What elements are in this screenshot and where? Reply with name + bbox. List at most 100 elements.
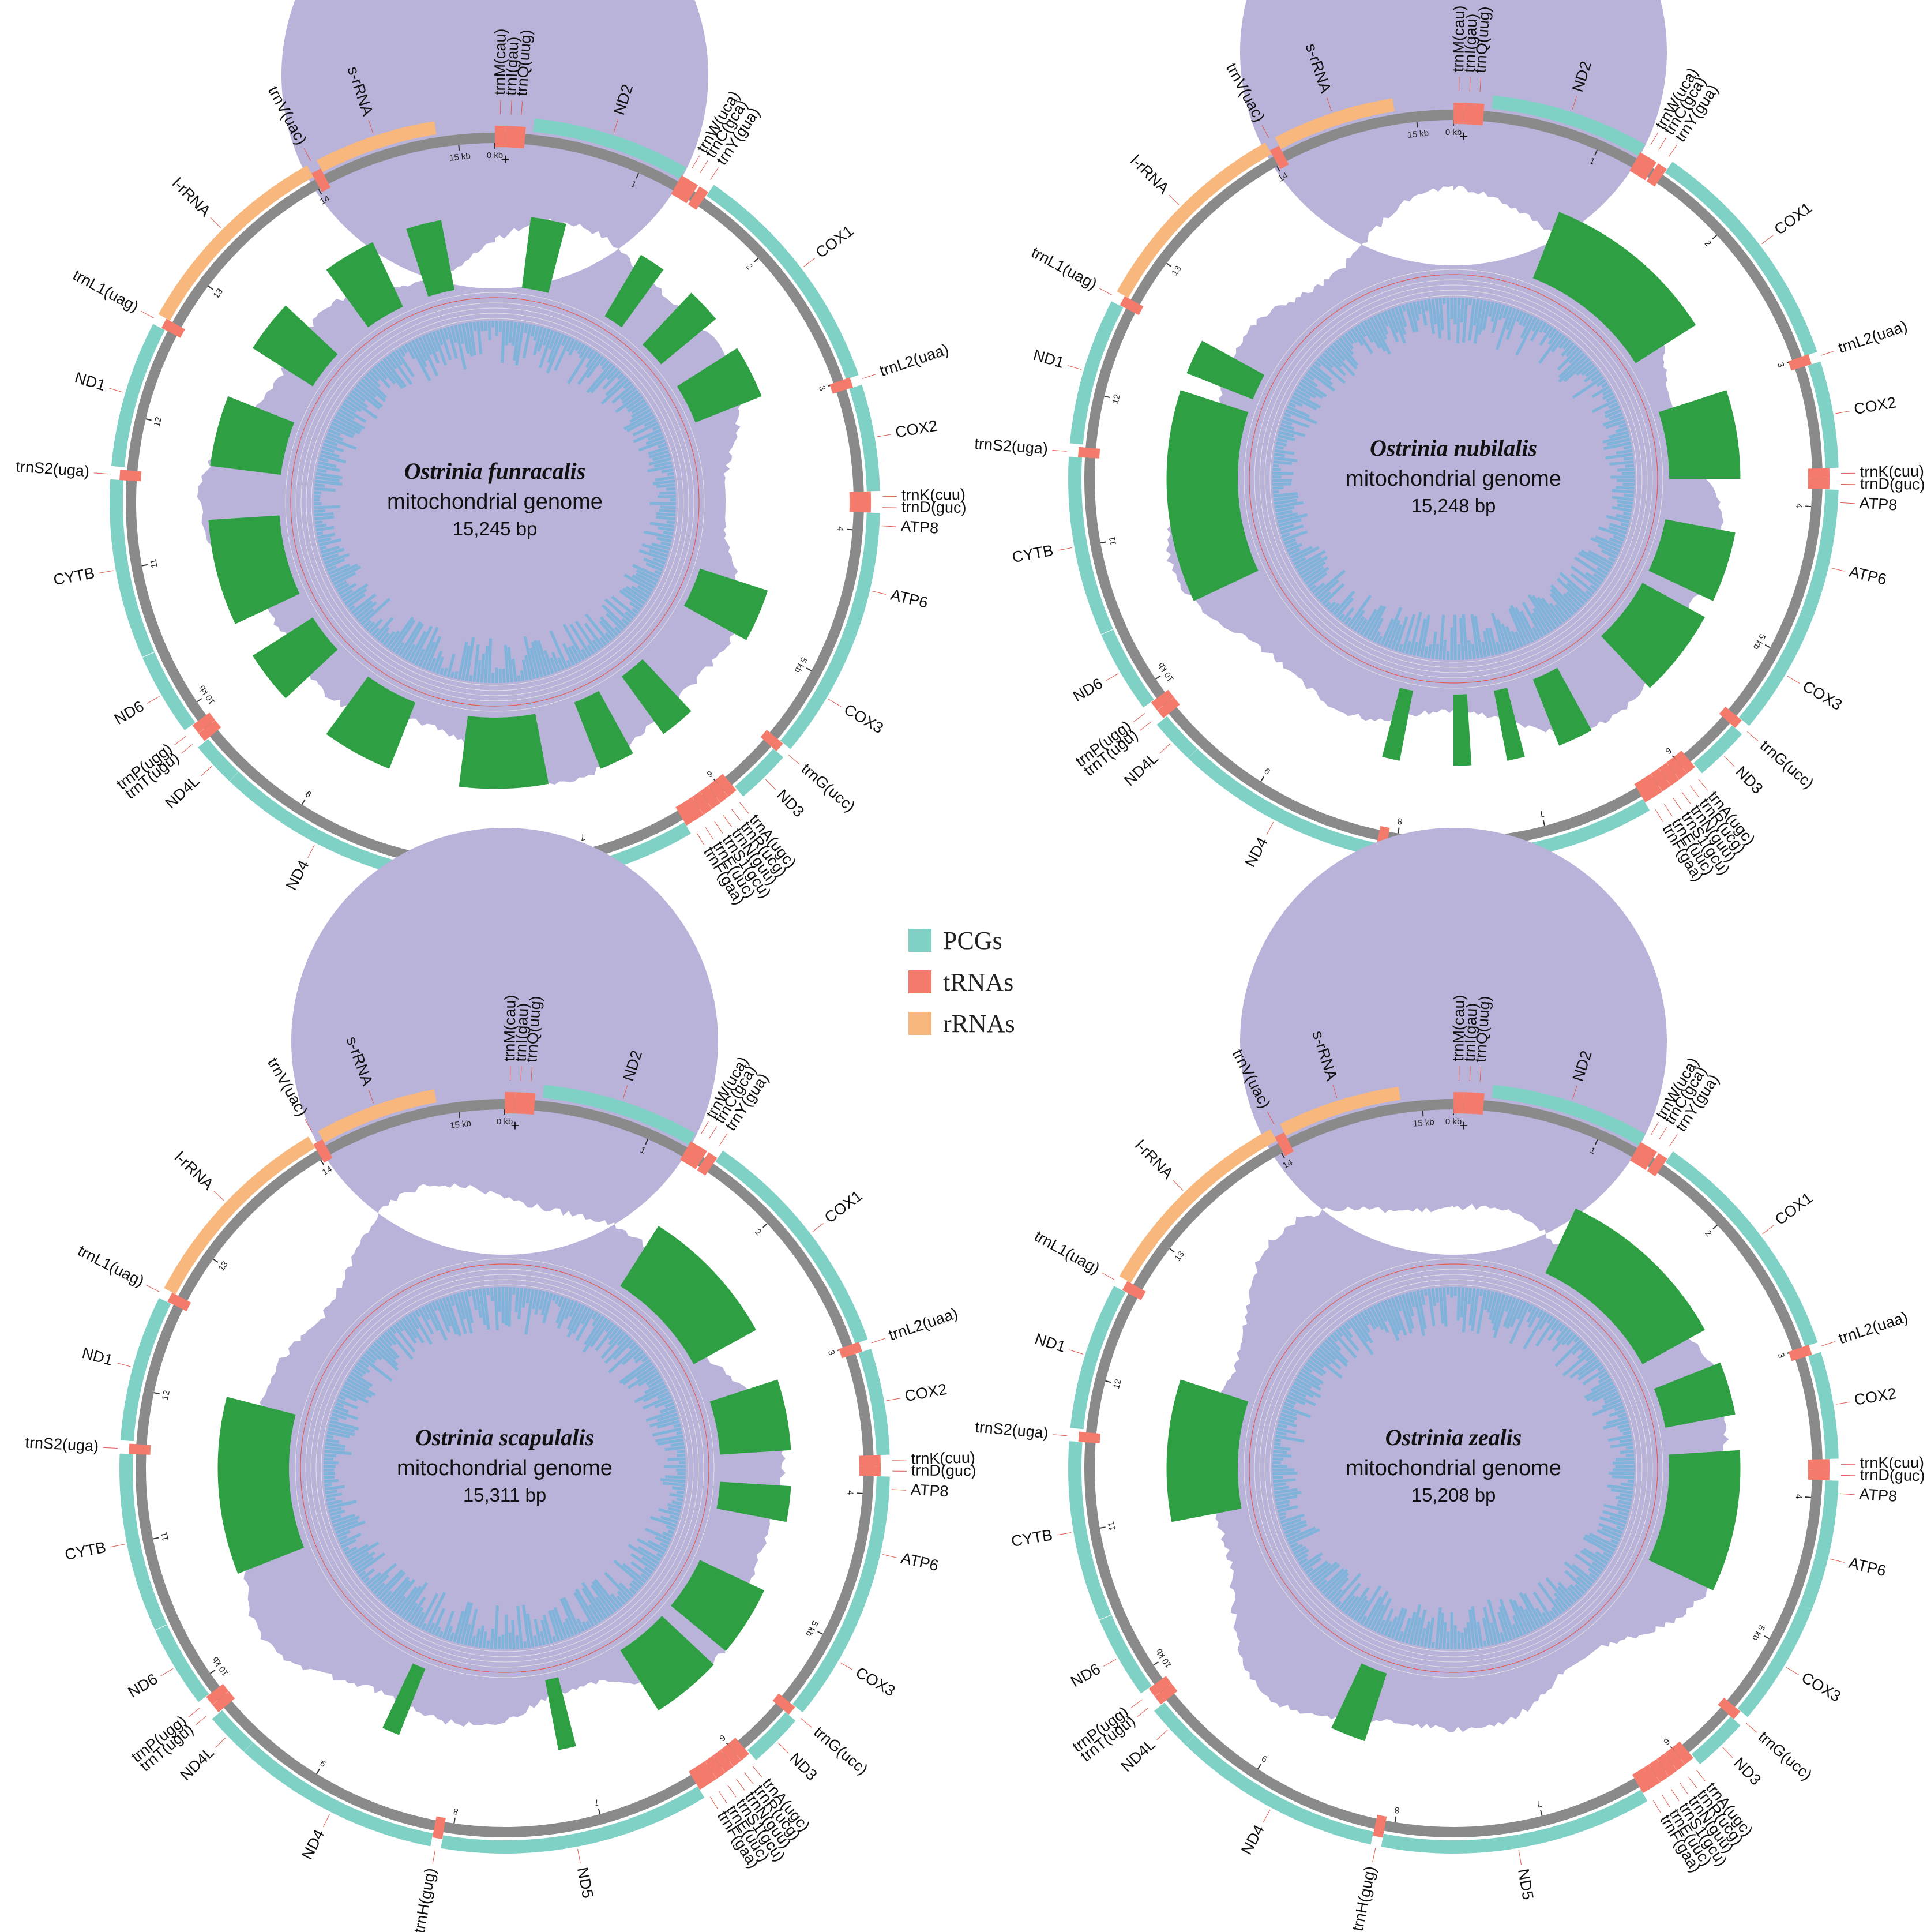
depth-bar — [313, 320, 677, 684]
gene-label: trnI(gau) — [502, 36, 522, 96]
gene-label: COX3 — [852, 1664, 898, 1700]
scale-tick-label: 11 — [1106, 1521, 1117, 1531]
scale-tick-label: 11 — [148, 558, 159, 569]
gene-segment-trna — [1148, 1676, 1172, 1697]
label-leader — [705, 827, 714, 840]
gene-segment-pcg — [865, 512, 880, 539]
scale-tick — [213, 1258, 219, 1263]
gene-label: ND6 — [125, 1670, 161, 1701]
label-leader — [696, 832, 705, 846]
scale-tick — [1394, 1816, 1397, 1822]
gene-segment-trna — [697, 1152, 718, 1176]
gene-segment-trna — [1788, 354, 1812, 371]
gene-label: trnG(ucc) — [1755, 1728, 1816, 1784]
gc-skew-block — [1166, 1379, 1249, 1522]
scale-tick — [1153, 1661, 1159, 1666]
scale-tick-label: 12 — [160, 1390, 172, 1401]
gene-segment-rrna — [1280, 1086, 1401, 1136]
gene-label: COX2 — [903, 1380, 948, 1405]
gene-label: ND4 — [283, 857, 313, 893]
gene-label: COX1 — [821, 1187, 866, 1226]
gene-label: trnL1(uag) — [1028, 243, 1100, 292]
label-leader — [1659, 1127, 1667, 1140]
gene-segment-trna — [514, 126, 526, 149]
label-leader — [877, 434, 892, 437]
label-leader — [1106, 673, 1119, 681]
gene-segment-trna — [1788, 1345, 1812, 1361]
gene-segment-pcg — [1693, 725, 1742, 774]
gc-skew-block — [382, 1663, 426, 1735]
gene-segment-trna — [311, 168, 331, 192]
label-leader — [510, 100, 512, 115]
gene-label: trnL2(uaa) — [1836, 1308, 1910, 1348]
gene-segment-trna — [212, 1691, 235, 1713]
gene-segment-rrna — [316, 121, 437, 172]
gene-segment-trna — [849, 502, 871, 513]
gene-label: ND4L — [1118, 1736, 1159, 1776]
gene-segment-trna — [1078, 447, 1100, 459]
label-leader — [201, 766, 212, 776]
label-leader — [1690, 785, 1700, 798]
gene-label: trnL2(uaa) — [877, 340, 951, 380]
gene-segment-trna — [680, 1141, 700, 1165]
legend-swatch-trna — [908, 970, 931, 993]
label-leader — [215, 1737, 226, 1748]
gene-segment-pcg — [1824, 489, 1839, 516]
gene-segment-trna — [720, 1744, 742, 1767]
gene-segment-trna — [700, 786, 721, 809]
label-leader — [93, 472, 108, 475]
label-leader — [141, 310, 154, 318]
gc-skew-block — [459, 714, 549, 789]
gene-label: ND4L — [162, 772, 203, 812]
label-leader — [1068, 365, 1082, 370]
label-leader — [872, 591, 887, 595]
scale-tick — [1105, 1380, 1111, 1383]
gene-segment-trna — [696, 1761, 717, 1785]
gene-segment-pcg — [780, 637, 854, 749]
gc-skew-block — [677, 348, 762, 423]
scale-tick — [210, 1670, 216, 1674]
label-leader — [1724, 756, 1735, 767]
gene-label: COX3 — [1800, 677, 1845, 714]
gene-segment-trna — [524, 1092, 536, 1115]
label-leader — [303, 148, 311, 161]
label-leader — [1173, 1180, 1184, 1191]
gc-content-track — [243, 827, 786, 1727]
scale-tick-label: 5 kb — [792, 655, 809, 674]
label-leader — [307, 845, 315, 858]
gene-label: trnL1(uag) — [75, 1242, 147, 1290]
scale-tick-label: 6 — [1663, 745, 1673, 756]
gene-segment-trna — [1373, 1814, 1387, 1838]
gc-skew-block — [252, 305, 338, 387]
gene-label: ND5 — [1515, 1867, 1537, 1901]
gc-skew-block — [521, 217, 566, 293]
label-leader — [1830, 1558, 1845, 1563]
gene-segment-pcg — [120, 1297, 171, 1442]
label-leader — [210, 217, 221, 228]
gene-label: trnL2(uaa) — [887, 1304, 960, 1344]
gene-segment-pcg — [1101, 629, 1154, 708]
gc-skew-block — [1453, 694, 1472, 766]
label-leader — [803, 258, 815, 268]
gene-segment-trna — [1647, 1153, 1667, 1177]
scale-tick-label: 9 — [1263, 766, 1272, 776]
label-leader — [788, 755, 800, 765]
scale-tick-label: 7 — [1538, 809, 1545, 820]
gene-segment-pcg — [142, 652, 196, 731]
gene-segment-pcg — [841, 536, 879, 642]
gc-skew-block — [326, 242, 403, 328]
scale-tick-label: 9 — [318, 1758, 328, 1769]
label-leader — [719, 1133, 728, 1146]
label-leader — [1673, 798, 1682, 811]
gene-segment-trna — [715, 774, 737, 797]
gene-segment-pcg — [1738, 614, 1813, 726]
label-leader — [181, 744, 193, 754]
depth-grid-ring — [310, 1274, 699, 1663]
gene-label: trnK(cuu) — [901, 486, 966, 504]
label-leader — [1069, 1349, 1083, 1355]
scale-tick-label: 2 — [744, 261, 754, 272]
label-leader — [840, 1662, 853, 1670]
gene-segment-pcg — [119, 1453, 167, 1630]
gene-segment-trna — [1674, 751, 1696, 774]
